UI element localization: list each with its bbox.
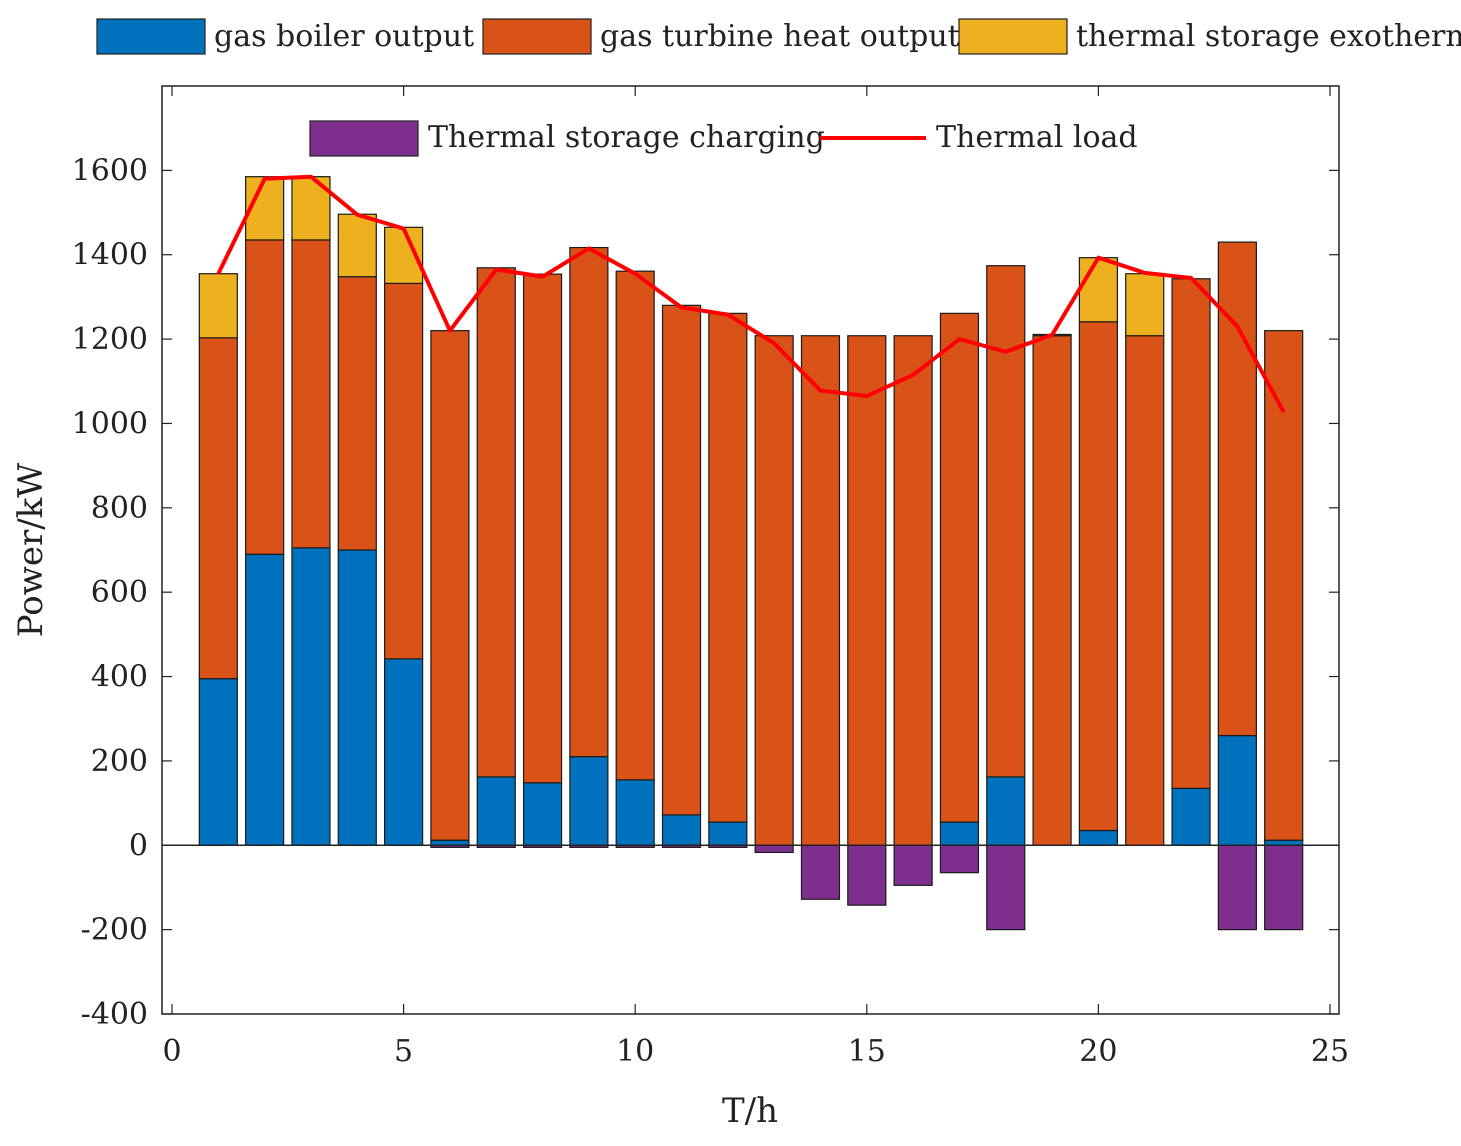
- bar-gas-turbine-heat-output-t7: [476, 267, 516, 778]
- bar-gas-turbine-heat-output-t5: [384, 282, 424, 660]
- bar-gas-boiler-output-t6: [430, 839, 470, 846]
- plot-area-frame: [161, 85, 1340, 1015]
- bar-gas-boiler-output-t2: [245, 553, 285, 846]
- y-tick-label: 400: [91, 660, 148, 695]
- bar-gas-boiler-output-t20: [1078, 829, 1119, 846]
- legend-label-gas-turbine-heat-output: gas turbine heat output: [600, 19, 960, 54]
- bar-thermal-storage-exotherm-t1: [198, 273, 238, 339]
- bar-gas-turbine-heat-output-t20: [1078, 321, 1119, 832]
- x-tick-label: 0: [162, 1034, 181, 1069]
- bar-gas-turbine-heat-output-t16: [893, 335, 933, 846]
- bar-gas-turbine-heat-output-t14: [800, 335, 841, 846]
- y-tick-label: -200: [81, 913, 148, 948]
- bar-gas-turbine-heat-output-t19: [1032, 335, 1072, 846]
- x-tick-label: 5: [394, 1034, 413, 1069]
- legend-label-thermal-storage-charging: Thermal storage charging: [428, 120, 825, 155]
- legend-label-gas-boiler-output: gas boiler output: [214, 19, 474, 54]
- bar-gas-boiler-output-t4: [337, 549, 377, 846]
- bar-gas-turbine-heat-output-t4: [337, 276, 377, 551]
- bar-gas-turbine-heat-output-t17: [939, 312, 980, 823]
- bar-gas-turbine-heat-output-t10: [615, 270, 655, 781]
- bar-gas-boiler-output-t1: [198, 678, 238, 846]
- y-tick-label: 600: [91, 575, 148, 610]
- bar-gas-turbine-heat-output-t2: [245, 239, 285, 555]
- legend-swatch-gas-turbine-heat-output: [482, 18, 592, 55]
- bar-gas-boiler-output-t22: [1171, 787, 1211, 846]
- bar-gas-boiler-output-t9: [569, 756, 609, 846]
- bar-gas-turbine-heat-output-t1: [198, 337, 238, 680]
- bar-thermal-storage-charging-t16: [893, 844, 933, 886]
- y-axis-title: Power/kW: [11, 463, 51, 638]
- bar-layer: [198, 176, 1304, 931]
- bar-gas-turbine-heat-output-t21: [1125, 335, 1165, 846]
- legend-label-thermal-storage-exotherm: thermal storage exotherm: [1076, 19, 1461, 54]
- x-axis-title: T/h: [722, 1091, 778, 1131]
- bar-thermal-storage-charging-t24: [1264, 844, 1304, 931]
- bar-thermal-storage-exotherm-t20: [1078, 257, 1119, 323]
- y-tick-label: 800: [91, 491, 148, 526]
- bar-gas-boiler-output-t3: [291, 547, 331, 846]
- bar-gas-turbine-heat-output-t13: [754, 335, 794, 846]
- x-tick-label: 15: [848, 1034, 886, 1069]
- bar-gas-turbine-heat-output-t15: [847, 335, 887, 846]
- bar-gas-turbine-heat-output-t23: [1217, 241, 1257, 737]
- y-tick-label: 1200: [72, 322, 148, 357]
- bar-gas-turbine-heat-output-t11: [661, 304, 702, 816]
- legend-swatch-gas-boiler-output: [96, 18, 206, 55]
- legend-label-thermal-load: Thermal load: [936, 120, 1138, 155]
- y-tick-label: -400: [81, 997, 148, 1032]
- y-tick-label: 200: [91, 744, 148, 779]
- line-thermal-load: [216, 174, 1286, 414]
- bar-gas-boiler-output-t5: [384, 658, 424, 846]
- x-tick-label: 20: [1079, 1034, 1117, 1069]
- bar-gas-turbine-heat-output-t12: [708, 312, 748, 823]
- bar-gas-boiler-output-t18: [986, 776, 1026, 846]
- legend-top: gas boiler output gas turbine heat outpu…: [96, 18, 1461, 55]
- bar-gas-boiler-output-t12: [708, 821, 748, 846]
- bar-thermal-storage-charging-t18: [986, 844, 1026, 931]
- x-tick-label: 25: [1311, 1034, 1349, 1069]
- bar-gas-boiler-output-t24: [1264, 839, 1304, 846]
- bar-gas-turbine-heat-output-t6: [430, 330, 470, 841]
- legend-swatch-thermal-storage-charging: [309, 120, 419, 157]
- bar-thermal-storage-charging-t15: [847, 844, 887, 906]
- bar-thermal-storage-charging-t23: [1217, 844, 1257, 931]
- bar-thermal-storage-charging-t13: [754, 844, 794, 854]
- legend-inner: Thermal storage charging Thermal load: [309, 120, 1138, 157]
- line-layer: [216, 174, 1286, 414]
- bar-gas-boiler-output-t23: [1217, 734, 1257, 846]
- bar-gas-boiler-output-t7: [476, 776, 516, 846]
- bar-gas-boiler-output-t8: [522, 782, 563, 846]
- bar-gas-turbine-heat-output-t9: [569, 246, 609, 758]
- y-tick-label: 1600: [72, 153, 148, 188]
- axes-layer: -400 -200 0 200 400 600 800 1000 1200 1400 1600 0 5 1…: [72, 86, 1349, 1069]
- bar-thermal-storage-exotherm-t4: [337, 213, 377, 278]
- y-tick-label: 1000: [72, 406, 148, 441]
- bar-thermal-storage-charging-t17: [939, 844, 980, 874]
- bar-thermal-storage-exotherm-t21: [1125, 273, 1165, 337]
- y-tick-label: 0: [129, 828, 148, 863]
- bar-gas-turbine-heat-output-t3: [291, 239, 331, 549]
- x-tick-label: 10: [616, 1034, 654, 1069]
- legend-swatch-thermal-storage-exotherm: [958, 18, 1068, 55]
- bar-gas-boiler-output-t17: [939, 821, 980, 846]
- bar-gas-turbine-heat-output-t24: [1264, 330, 1304, 841]
- bar-gas-turbine-heat-output-t8: [522, 273, 563, 784]
- bar-gas-turbine-heat-output-t22: [1171, 278, 1211, 789]
- y-tick-label: 1400: [72, 238, 148, 273]
- bar-thermal-storage-charging-t14: [800, 844, 841, 900]
- bar-gas-boiler-output-t11: [661, 814, 702, 846]
- bar-gas-turbine-heat-output-t18: [986, 265, 1026, 778]
- bar-gas-boiler-output-t10: [615, 779, 655, 846]
